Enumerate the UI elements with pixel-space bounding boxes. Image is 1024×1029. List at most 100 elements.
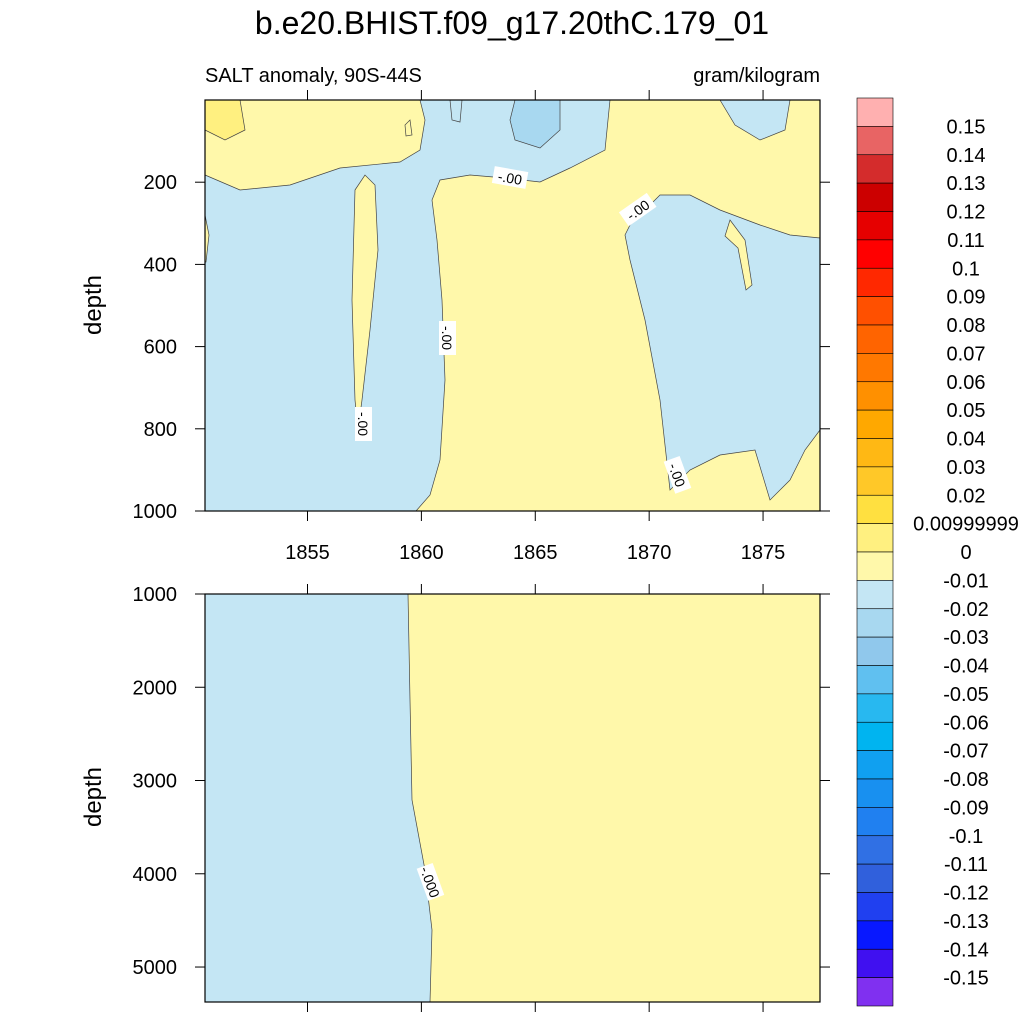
colorbar-box xyxy=(856,154,894,184)
colorbar-box xyxy=(856,409,894,439)
subtitle-right: gram/kilogram xyxy=(693,65,820,87)
y-tick-label: 800 xyxy=(144,419,177,441)
colorbar-box xyxy=(856,267,894,297)
colorbar-box xyxy=(856,863,894,893)
y-tick-label: 3000 xyxy=(133,771,178,793)
colorbar-box xyxy=(856,494,894,524)
y-tick-label: 5000 xyxy=(133,957,178,979)
y-tick-label: 4000 xyxy=(133,864,178,886)
colorbar-label: 0.09 xyxy=(947,287,986,309)
colorbar-box xyxy=(856,892,894,922)
y-tick-label: 200 xyxy=(144,172,177,194)
colorbar-box xyxy=(856,920,894,950)
contour-label: -.00 xyxy=(439,326,455,350)
colorbar-label: 0.07 xyxy=(947,343,986,365)
colorbar-label: 0.06 xyxy=(947,372,986,394)
x-tick-label: 1855 xyxy=(285,542,330,564)
contour-label: -.00 xyxy=(355,412,371,436)
x-tick-label: 1860 xyxy=(399,542,444,564)
contour-label-group: -.00 xyxy=(355,407,372,441)
colorbar-box xyxy=(856,551,894,581)
colorbar-label: -0.12 xyxy=(943,883,989,905)
colorbar-box xyxy=(856,211,894,241)
colorbar-label: 0.05 xyxy=(947,400,986,422)
colorbar-box xyxy=(856,721,894,751)
colorbar-label: 0.1 xyxy=(952,258,980,280)
colorbar-label: -0.1 xyxy=(949,826,983,848)
y-axis-label: depth xyxy=(80,275,107,335)
y-tick-label: 1000 xyxy=(133,584,178,606)
colorbar-box xyxy=(856,977,894,1007)
colorbar-box xyxy=(856,353,894,383)
colorbar-label: -0.11 xyxy=(944,854,988,876)
y-tick-label: 2000 xyxy=(133,677,178,699)
y-axis-label: depth xyxy=(80,767,107,827)
subtitle-left: SALT anomaly, 90S-44S xyxy=(205,65,422,87)
colorbar-box xyxy=(856,693,894,723)
contour-label-bg xyxy=(416,862,445,901)
contour-label-bg xyxy=(439,321,456,355)
contour-label-bg xyxy=(663,455,692,494)
colorbar-box xyxy=(856,523,894,553)
contour-label-group: -.00 xyxy=(439,321,456,355)
colorbar-box xyxy=(856,381,894,411)
colorbar-label: 0.03 xyxy=(947,457,986,479)
contour-label-bg xyxy=(491,166,529,189)
contour-label-bg xyxy=(355,407,372,441)
colorbar-label: 0.02 xyxy=(947,485,986,507)
colorbar-label: 0.00999999 xyxy=(913,514,1019,536)
colorbar-label: 0 xyxy=(960,542,971,564)
y-tick-label: 600 xyxy=(144,337,177,359)
colorbar-box xyxy=(856,324,894,354)
colorbar-box xyxy=(856,182,894,212)
colorbar-box xyxy=(856,778,894,808)
colorbar-label: 0.13 xyxy=(947,173,986,195)
colorbar-box xyxy=(856,608,894,638)
colorbar-label: 0.11 xyxy=(947,230,984,252)
colorbar-box xyxy=(856,580,894,610)
colorbar-label: 0.08 xyxy=(947,315,986,337)
colorbar-box xyxy=(856,636,894,666)
colorbar-label: -0.01 xyxy=(943,570,989,592)
x-tick-label: 1875 xyxy=(741,542,786,564)
colorbar-label: -0.13 xyxy=(943,911,989,933)
colorbar-box xyxy=(856,239,894,269)
colorbar-label: 0.12 xyxy=(947,202,986,224)
colorbar-label: 0.15 xyxy=(947,116,986,138)
colorbar-label: -0.07 xyxy=(943,741,989,763)
colorbar-label: -0.04 xyxy=(943,656,989,678)
contour-fill xyxy=(204,99,821,1003)
plot-frame xyxy=(204,99,821,512)
x-tick-label: 1870 xyxy=(627,542,672,564)
colorbar-box xyxy=(856,296,894,326)
colorbar-box xyxy=(856,750,894,780)
colorbar-box xyxy=(856,126,894,156)
contour-label-group: -.00 xyxy=(663,455,692,494)
colorbar-label: -0.09 xyxy=(943,797,989,819)
y-tick-label: 400 xyxy=(144,254,177,276)
colorbar-box xyxy=(856,948,894,978)
colorbar-label: -0.08 xyxy=(943,769,989,791)
colorbar: 0.15 0.14 0.13 0.12 0.11 0.1 0.09 0.08 0.07 0.06 0… xyxy=(856,97,1019,1007)
colorbar-label: -0.03 xyxy=(943,627,989,649)
colorbar-box xyxy=(856,807,894,837)
contour-label: -.00 xyxy=(497,168,524,188)
x-tick-label: 1865 xyxy=(513,542,558,564)
contour-label-bg xyxy=(618,192,657,227)
colorbar-box xyxy=(856,466,894,496)
colorbar-label: -0.06 xyxy=(943,712,989,734)
y-tick-label: 1000 xyxy=(133,501,178,523)
colorbar-label: -0.05 xyxy=(943,684,989,706)
colorbar-box xyxy=(856,438,894,468)
axes: 1855 1860 1865 1870 1875 200 400 600 800 1000 -.00… xyxy=(133,90,830,1012)
colorbar-label: -0.14 xyxy=(943,939,989,961)
colorbar-label: -0.15 xyxy=(943,968,989,990)
contour-label-group: -.00 xyxy=(491,166,529,189)
plot-frame xyxy=(204,593,821,1003)
colorbar-label: -0.02 xyxy=(943,599,989,621)
colorbar-box xyxy=(856,665,894,695)
colorbar-label: 0.04 xyxy=(947,429,986,451)
colorbar-box xyxy=(856,835,894,865)
colorbar-label: 0.14 xyxy=(947,145,986,167)
